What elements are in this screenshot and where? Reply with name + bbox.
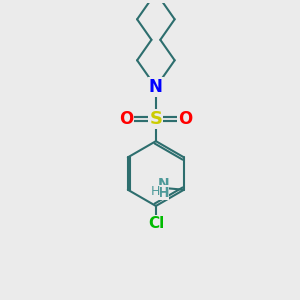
Text: N: N: [158, 177, 169, 191]
Text: Cl: Cl: [148, 216, 164, 231]
Text: O: O: [178, 110, 193, 128]
Text: N: N: [149, 78, 163, 96]
Text: H: H: [158, 186, 169, 200]
Text: H: H: [151, 185, 160, 198]
Text: S: S: [149, 110, 162, 128]
Text: O: O: [119, 110, 134, 128]
